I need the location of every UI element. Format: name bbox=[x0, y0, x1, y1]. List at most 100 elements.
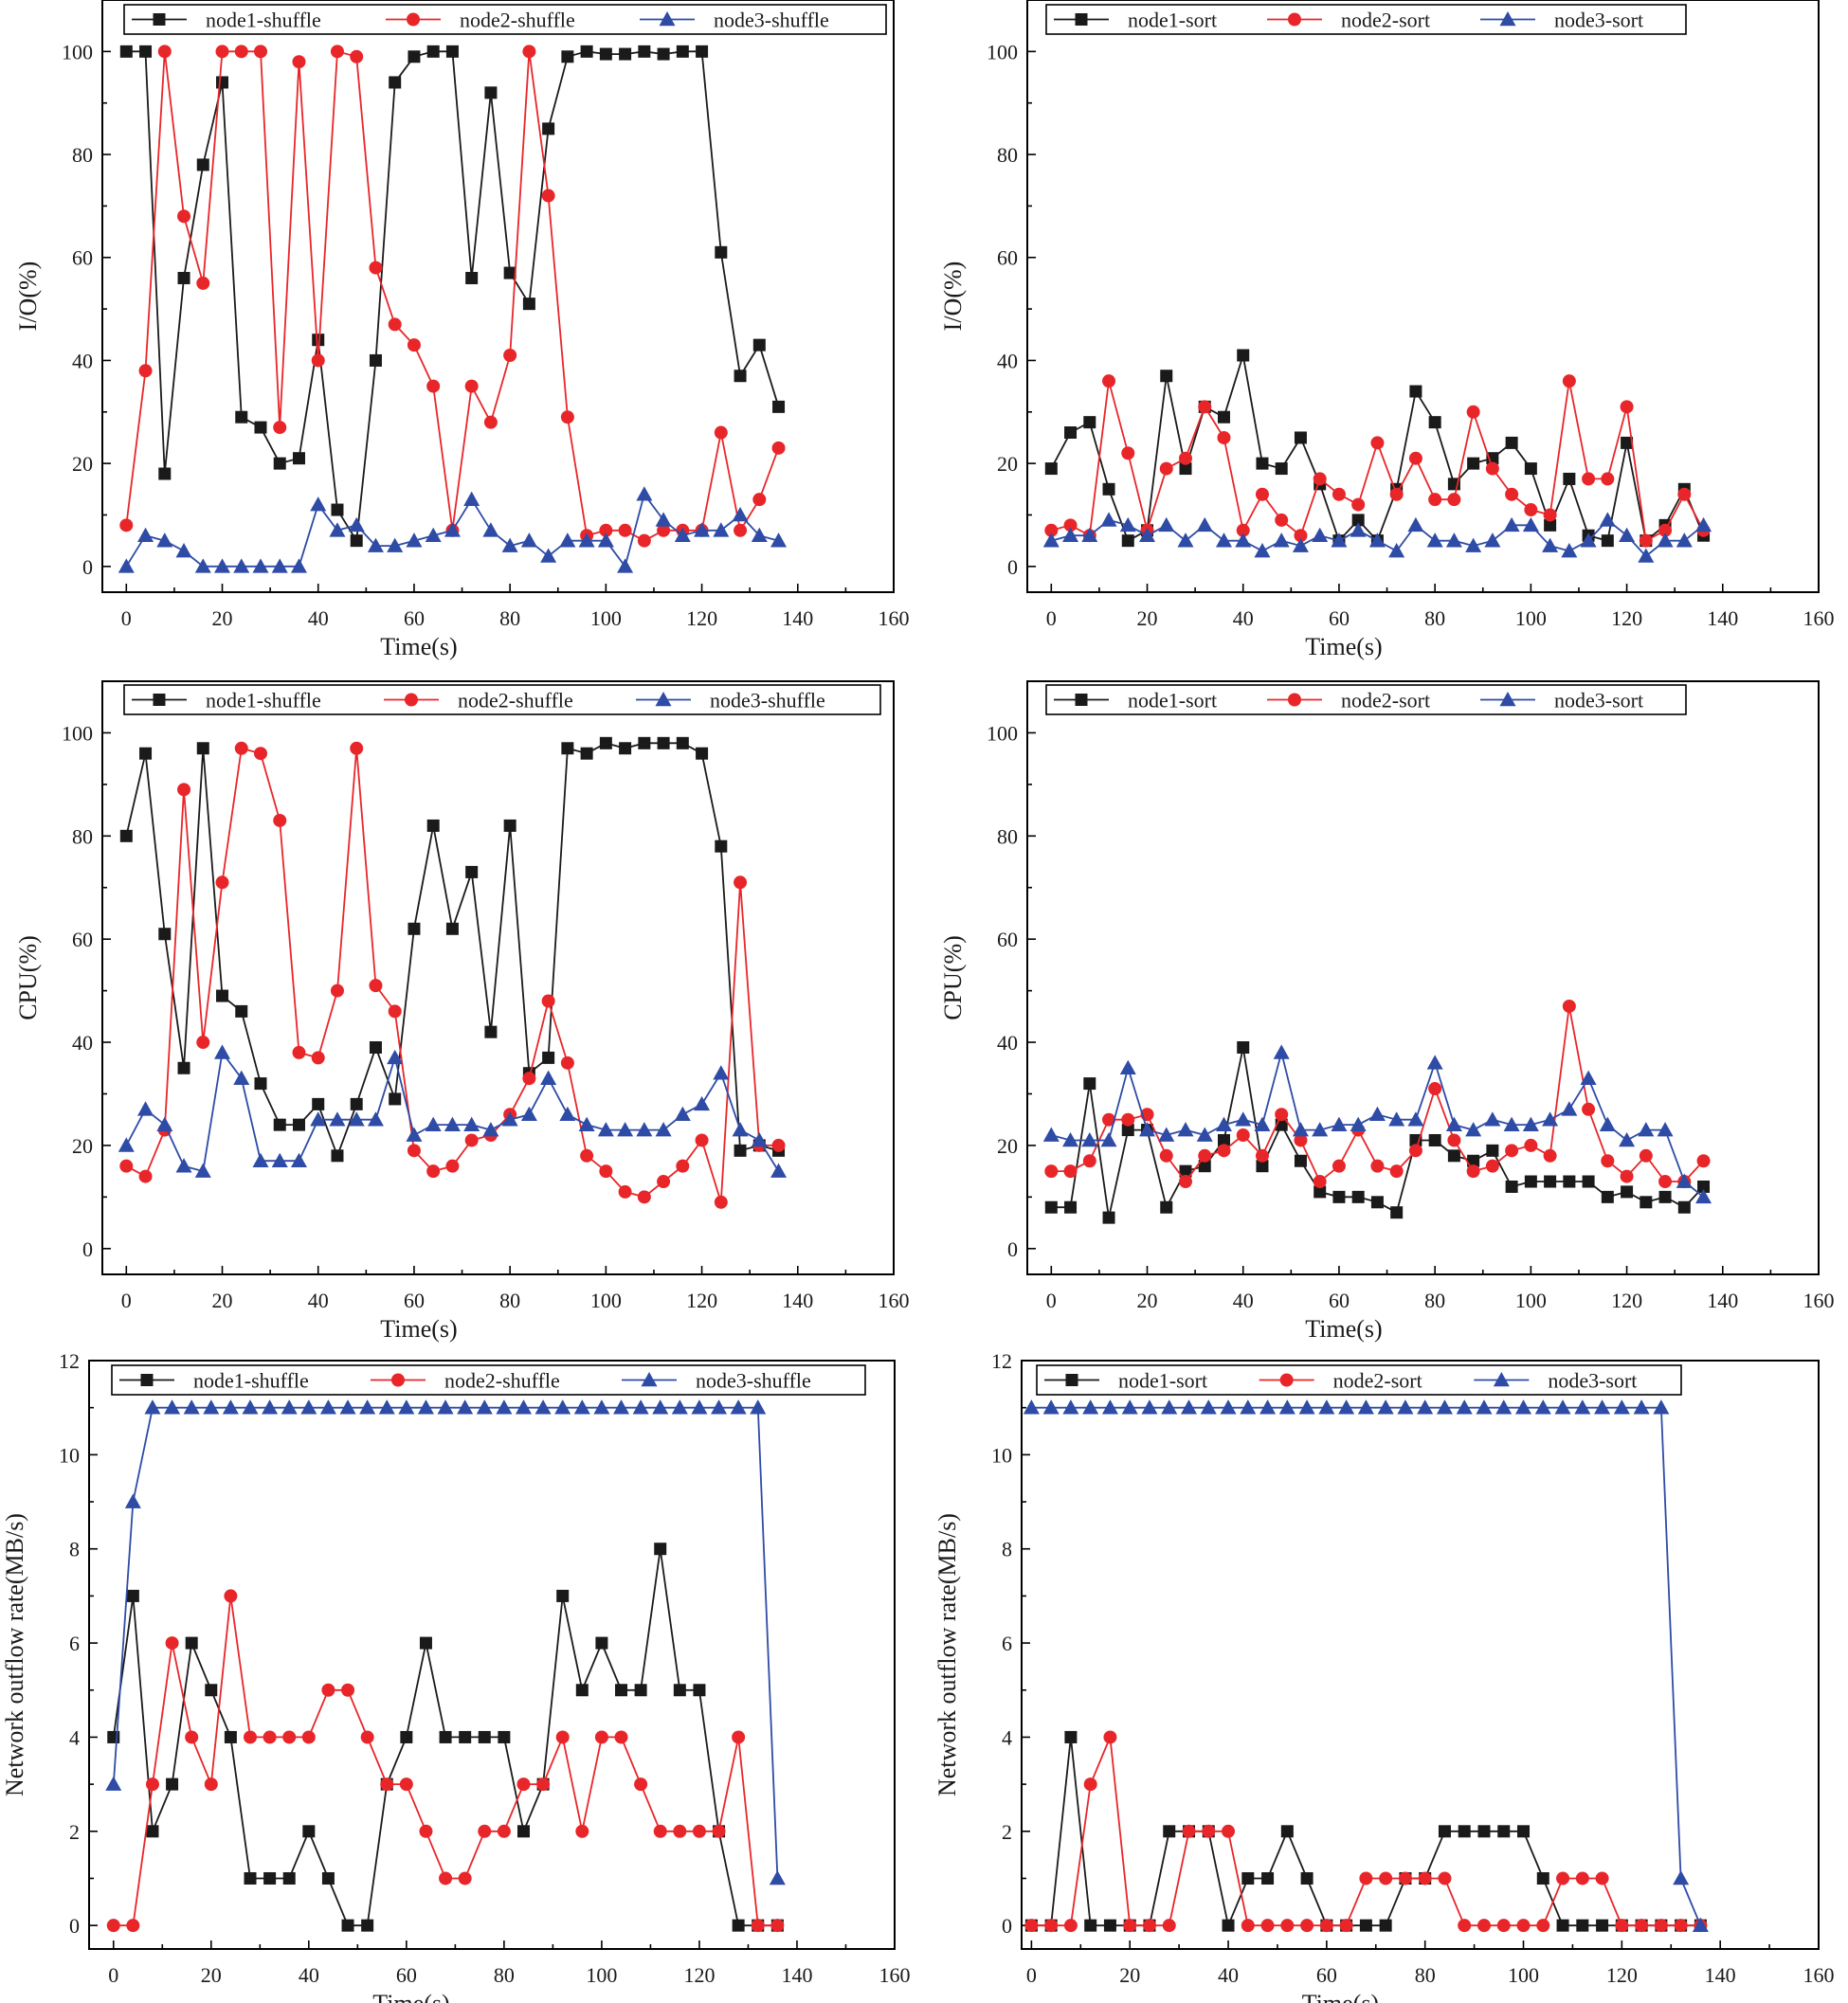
data-point-node1-shuffle bbox=[408, 50, 421, 63]
data-point-node3-shuffle bbox=[540, 1070, 557, 1085]
data-point-node3-sort bbox=[1215, 532, 1232, 548]
series-line-node2-sort bbox=[1031, 1737, 1701, 1927]
data-point-node2-sort bbox=[1639, 533, 1653, 548]
data-point-node1-shuffle bbox=[580, 45, 593, 58]
data-point-node3-sort bbox=[1141, 1399, 1158, 1415]
x-tick-label: 60 bbox=[396, 1963, 417, 1987]
data-point-node2-sort bbox=[1260, 1919, 1275, 1933]
x-tick-label: 80 bbox=[494, 1963, 515, 1987]
data-point-node3-sort bbox=[1081, 527, 1098, 543]
data-point-node2-shuffle bbox=[555, 1730, 570, 1744]
data-point-node1-shuffle bbox=[426, 45, 440, 58]
legend-label: node3-shuffle bbox=[710, 689, 825, 713]
data-point-node1-shuffle bbox=[158, 467, 172, 480]
data-point-node3-sort bbox=[1465, 1122, 1482, 1137]
data-point-node2-shuffle bbox=[522, 1072, 536, 1086]
data-point-node3-shuffle bbox=[713, 522, 730, 537]
data-point-node1-shuffle bbox=[312, 1097, 325, 1110]
y-tick-label: 12 bbox=[59, 1349, 80, 1373]
data-point-node2-sort bbox=[1485, 1159, 1499, 1173]
data-point-node1-shuffle bbox=[196, 158, 209, 171]
data-point-node3-sort bbox=[1619, 527, 1636, 543]
data-point-node3-sort bbox=[1368, 532, 1386, 548]
data-point-node3-shuffle bbox=[711, 1399, 728, 1415]
data-point-node3-shuffle bbox=[105, 1776, 122, 1791]
data-point-node1-shuffle bbox=[772, 400, 786, 413]
data-point-node2-shuffle bbox=[311, 1051, 325, 1065]
data-point-node2-shuffle bbox=[119, 1159, 134, 1173]
data-point-node3-shuffle bbox=[417, 1399, 434, 1415]
x-axis-label: Time(s) bbox=[380, 1315, 457, 1343]
data-point-node1-shuffle bbox=[408, 922, 421, 935]
data-point-node3-sort bbox=[1407, 1111, 1424, 1127]
data-point-node1-sort bbox=[1121, 1124, 1134, 1137]
data-point-node3-sort bbox=[1350, 1116, 1367, 1131]
data-point-node1-sort bbox=[1563, 1175, 1576, 1188]
data-point-node1-shuffle bbox=[389, 1092, 402, 1106]
data-point-node3-sort bbox=[1561, 1101, 1578, 1116]
data-point-node1-shuffle bbox=[389, 76, 402, 89]
data-point-node2-shuffle bbox=[522, 45, 536, 59]
legend-marker-node3-sort bbox=[1499, 692, 1516, 707]
data-point-node3-sort bbox=[1235, 532, 1252, 548]
data-point-node3-sort bbox=[1119, 1059, 1136, 1075]
data-point-node3-shuffle bbox=[636, 486, 653, 501]
data-point-node3-sort bbox=[1580, 1070, 1597, 1085]
data-point-node2-sort bbox=[1236, 1128, 1250, 1143]
data-point-node2-sort bbox=[1063, 518, 1078, 532]
data-point-node2-shuffle bbox=[301, 1730, 316, 1744]
data-point-node2-sort bbox=[1063, 1919, 1078, 1933]
data-point-node2-sort bbox=[1102, 1112, 1116, 1127]
legend-marker-node3-shuffle bbox=[659, 11, 676, 27]
x-tick-label: 40 bbox=[299, 1963, 319, 1987]
data-point-node1-shuffle bbox=[350, 534, 363, 548]
y-tick-label: 4 bbox=[1002, 1725, 1012, 1749]
data-point-node2-shuffle bbox=[292, 1045, 306, 1059]
data-point-node1-sort bbox=[1505, 436, 1518, 449]
data-point-node1-shuffle bbox=[341, 1919, 354, 1932]
data-point-node1-sort bbox=[1083, 1077, 1096, 1091]
data-point-node3-sort bbox=[1101, 1399, 1118, 1415]
data-point-node1-shuffle bbox=[254, 421, 267, 434]
data-point-node2-shuffle bbox=[712, 1824, 726, 1838]
data-point-node2-sort bbox=[1428, 493, 1442, 507]
data-point-node3-shuffle bbox=[632, 1399, 649, 1415]
data-point-node2-shuffle bbox=[618, 1184, 632, 1199]
data-point-node3-shuffle bbox=[137, 1101, 154, 1116]
data-point-node2-shuffle bbox=[536, 1777, 551, 1792]
data-point-node3-sort bbox=[1062, 1399, 1079, 1415]
data-point-node1-sort bbox=[1582, 1175, 1595, 1188]
y-tick-label: 80 bbox=[72, 824, 93, 848]
data-point-node1-shuffle bbox=[575, 1684, 589, 1697]
legend: node1-shuffle node2-shuffle node3-shuffle bbox=[111, 1364, 866, 1396]
data-point-node3-shuffle bbox=[457, 1399, 474, 1415]
y-tick-label: 2 bbox=[1002, 1820, 1012, 1844]
data-point-node1-shuffle bbox=[542, 122, 555, 135]
data-point-node2-shuffle bbox=[594, 1730, 608, 1744]
data-point-node3-shuffle bbox=[175, 543, 192, 558]
y-tick-label: 0 bbox=[1007, 1237, 1018, 1261]
data-point-node2-sort bbox=[1408, 1144, 1422, 1158]
data-point-node1-sort bbox=[1556, 1919, 1569, 1932]
data-point-node1-shuffle bbox=[657, 47, 670, 61]
data-point-node1-shuffle bbox=[126, 1589, 139, 1602]
x-tick-label: 20 bbox=[1119, 1963, 1140, 1987]
data-point-node2-shuffle bbox=[244, 1730, 257, 1744]
data-point-node2-sort bbox=[1543, 1148, 1557, 1163]
data-point-node3-shuffle bbox=[271, 1152, 288, 1168]
data-point-node1-shuffle bbox=[752, 338, 766, 352]
data-point-node2-shuffle bbox=[714, 425, 728, 440]
data-point-node1-shuffle bbox=[561, 742, 574, 755]
data-point-node3-shuffle bbox=[310, 1111, 327, 1127]
legend-label: node1-sort bbox=[1128, 9, 1217, 32]
data-point-node2-shuffle bbox=[734, 875, 748, 890]
legend-label: node3-sort bbox=[1554, 689, 1643, 713]
data-point-node3-shuffle bbox=[597, 532, 614, 548]
data-point-node3-sort bbox=[1554, 1399, 1571, 1415]
data-point-node3-shuffle bbox=[463, 491, 480, 506]
legend-label: node1-shuffle bbox=[206, 9, 321, 32]
series-line-node1-sort bbox=[1031, 1737, 1701, 1929]
data-point-node2-shuffle bbox=[234, 45, 248, 59]
data-point-node2-shuffle bbox=[185, 1730, 199, 1744]
data-point-node3-sort bbox=[1312, 1122, 1329, 1137]
